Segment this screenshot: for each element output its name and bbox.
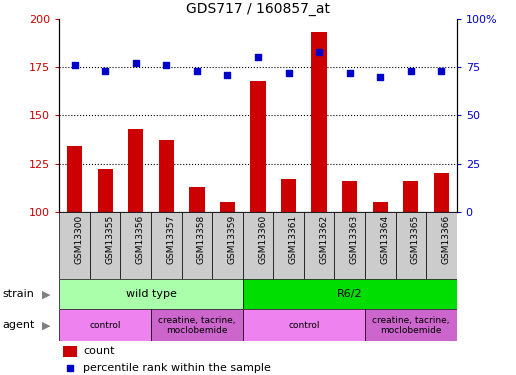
Text: GSM13360: GSM13360 bbox=[258, 215, 267, 264]
Text: creatine, tacrine,
moclobemide: creatine, tacrine, moclobemide bbox=[158, 316, 236, 335]
Point bbox=[132, 60, 140, 66]
Bar bbox=[273, 212, 304, 279]
Bar bbox=[373, 202, 388, 212]
Bar bbox=[59, 212, 90, 279]
Bar bbox=[63, 346, 77, 357]
Point bbox=[67, 364, 75, 370]
Point bbox=[193, 68, 201, 74]
Bar bbox=[434, 173, 449, 212]
Bar bbox=[67, 146, 82, 212]
Text: GSM13362: GSM13362 bbox=[319, 215, 328, 264]
Text: GSM13300: GSM13300 bbox=[75, 215, 84, 264]
Bar bbox=[182, 212, 212, 279]
Bar bbox=[220, 202, 235, 212]
Text: percentile rank within the sample: percentile rank within the sample bbox=[83, 363, 271, 373]
Text: wild type: wild type bbox=[125, 290, 176, 299]
Point bbox=[101, 68, 109, 74]
Bar bbox=[396, 212, 426, 279]
Bar bbox=[281, 179, 296, 212]
Bar bbox=[243, 279, 457, 309]
Point bbox=[162, 62, 170, 68]
Point bbox=[346, 70, 354, 76]
Bar bbox=[90, 212, 120, 279]
Bar bbox=[250, 81, 266, 212]
Point bbox=[284, 70, 293, 76]
Text: ▶: ▶ bbox=[42, 320, 51, 330]
Text: GSM13364: GSM13364 bbox=[380, 215, 389, 264]
Bar bbox=[98, 170, 113, 212]
Text: creatine, tacrine,
moclobemide: creatine, tacrine, moclobemide bbox=[372, 316, 449, 335]
Text: GSM13359: GSM13359 bbox=[228, 215, 236, 264]
Bar bbox=[128, 129, 143, 212]
Bar bbox=[159, 140, 174, 212]
Text: agent: agent bbox=[3, 320, 35, 330]
Text: R6/2: R6/2 bbox=[337, 290, 363, 299]
Text: GSM13358: GSM13358 bbox=[197, 215, 206, 264]
Text: GSM13361: GSM13361 bbox=[288, 215, 298, 264]
Text: control: control bbox=[288, 321, 319, 330]
Bar bbox=[59, 309, 151, 341]
Point bbox=[376, 74, 384, 80]
Point bbox=[71, 62, 79, 68]
Bar bbox=[334, 212, 365, 279]
Text: control: control bbox=[89, 321, 121, 330]
Bar bbox=[304, 212, 334, 279]
Bar bbox=[426, 212, 457, 279]
Bar bbox=[189, 187, 204, 212]
Bar bbox=[151, 212, 182, 279]
Bar bbox=[365, 212, 396, 279]
Title: GDS717 / 160857_at: GDS717 / 160857_at bbox=[186, 2, 330, 16]
Bar bbox=[243, 309, 365, 341]
Bar bbox=[365, 309, 457, 341]
Text: strain: strain bbox=[3, 290, 35, 299]
Point bbox=[437, 68, 445, 74]
Text: GSM13366: GSM13366 bbox=[441, 215, 450, 264]
Bar bbox=[312, 32, 327, 212]
Text: GSM13365: GSM13365 bbox=[411, 215, 420, 264]
Bar bbox=[243, 212, 273, 279]
Point bbox=[223, 72, 232, 78]
Bar bbox=[212, 212, 243, 279]
Bar bbox=[151, 309, 243, 341]
Bar bbox=[403, 181, 418, 212]
Bar bbox=[59, 279, 243, 309]
Text: ▶: ▶ bbox=[42, 290, 51, 299]
Point bbox=[254, 54, 262, 60]
Text: count: count bbox=[83, 346, 115, 356]
Point bbox=[315, 49, 323, 55]
Bar bbox=[120, 212, 151, 279]
Text: GSM13363: GSM13363 bbox=[350, 215, 359, 264]
Bar bbox=[342, 181, 358, 212]
Text: GSM13355: GSM13355 bbox=[105, 215, 114, 264]
Text: GSM13356: GSM13356 bbox=[136, 215, 145, 264]
Point bbox=[407, 68, 415, 74]
Text: GSM13357: GSM13357 bbox=[166, 215, 175, 264]
